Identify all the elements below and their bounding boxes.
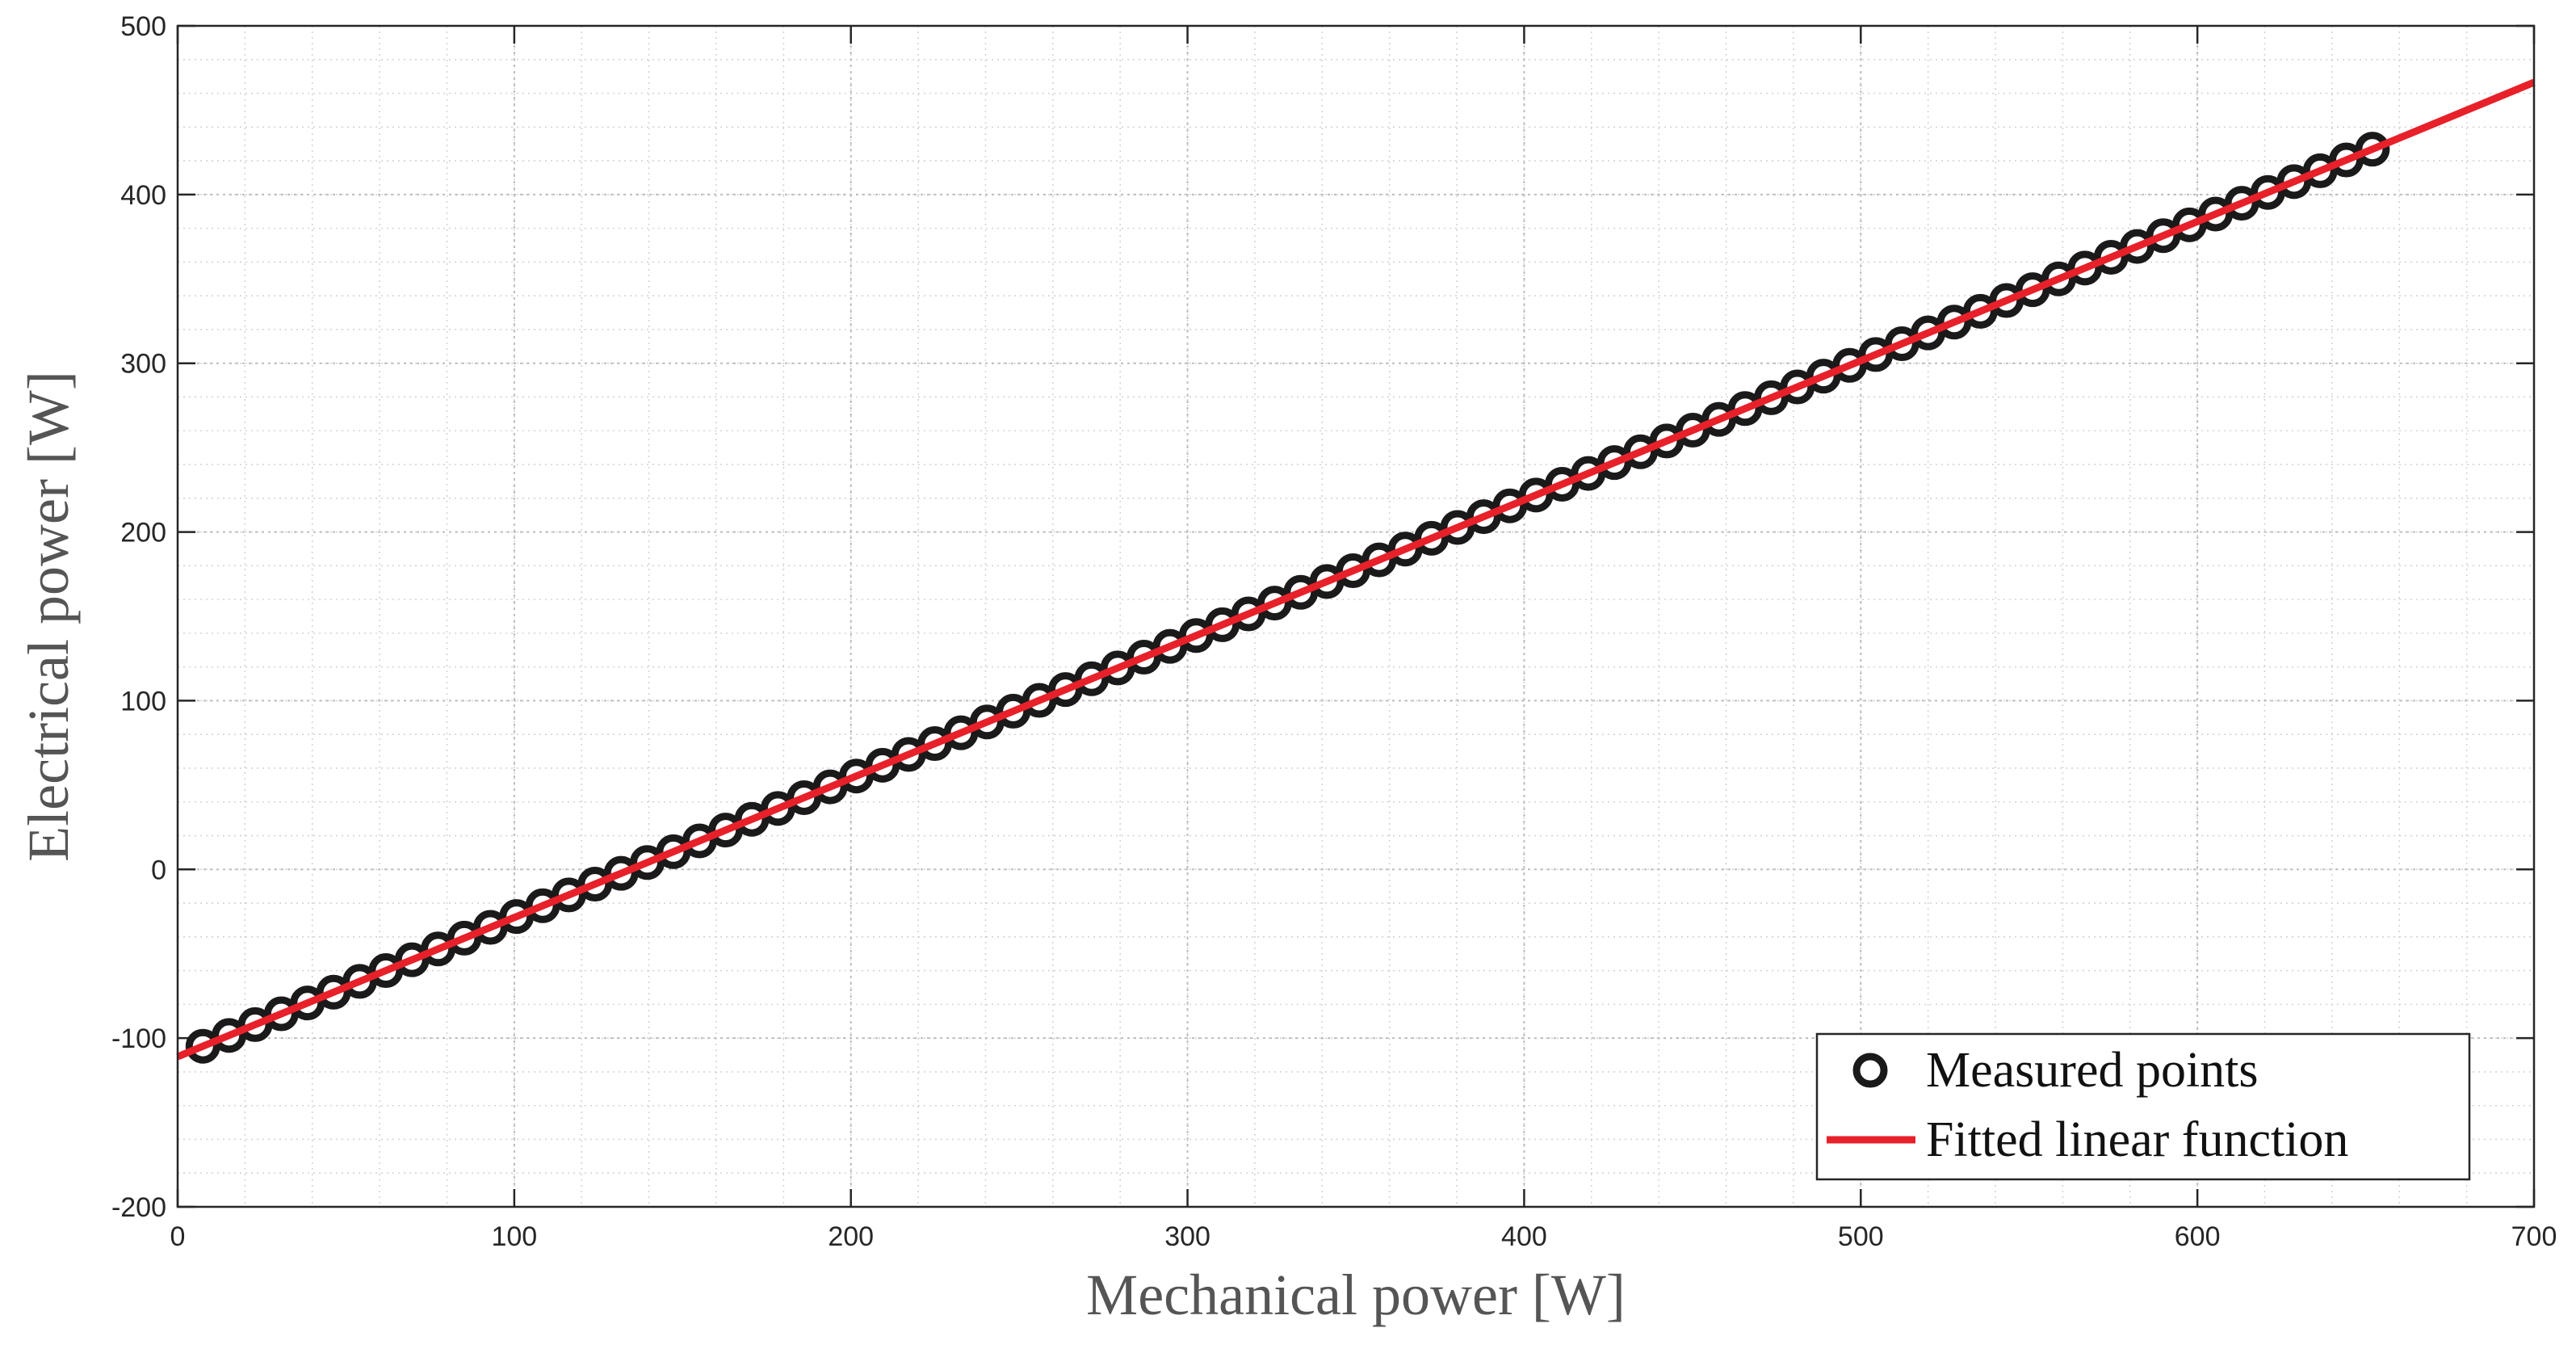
- x-axis-title: Mechanical power [W]: [1086, 1263, 1626, 1327]
- legend: Measured points Fitted linear function: [1815, 1032, 2471, 1181]
- legend-box: [1815, 1032, 2471, 1181]
- fitted-line: [176, 78, 2536, 1061]
- y-tick-label: 400: [120, 180, 166, 211]
- y-tick-label: 200: [120, 518, 166, 548]
- y-tick-label: 300: [120, 349, 166, 380]
- y-tick-label: 500: [120, 11, 166, 42]
- x-tick-label: 500: [1838, 1221, 1884, 1252]
- x-tick-label: 0: [170, 1221, 186, 1252]
- plot-area: [176, 78, 2536, 1064]
- x-tick-label: 600: [2175, 1221, 2221, 1252]
- x-tick-label: 400: [1501, 1221, 1547, 1252]
- y-tick-label: -200: [111, 1192, 166, 1223]
- tick-labels: 0 100 200 300 400 500 600 700 -200 -100 0 100 200 300…: [111, 11, 2557, 1252]
- y-axis-title: Electrical power [W]: [16, 371, 81, 862]
- legend-marker-measured: [1852, 1053, 1888, 1088]
- legend-label-fitted: Fitted linear function: [1926, 1112, 2348, 1167]
- x-tick-label: 700: [2511, 1221, 2557, 1252]
- plot-frame: [176, 24, 2536, 1208]
- plot-background: [178, 26, 2534, 1207]
- x-tick-label: 100: [491, 1221, 537, 1252]
- x-tick-label: 300: [1164, 1221, 1210, 1252]
- x-tick-label: 200: [828, 1221, 874, 1252]
- y-tick-label: -100: [111, 1023, 166, 1054]
- y-tick-label: 100: [120, 686, 166, 717]
- y-tick-label: 0: [151, 855, 166, 885]
- legend-label-measured: Measured points: [1926, 1043, 2259, 1098]
